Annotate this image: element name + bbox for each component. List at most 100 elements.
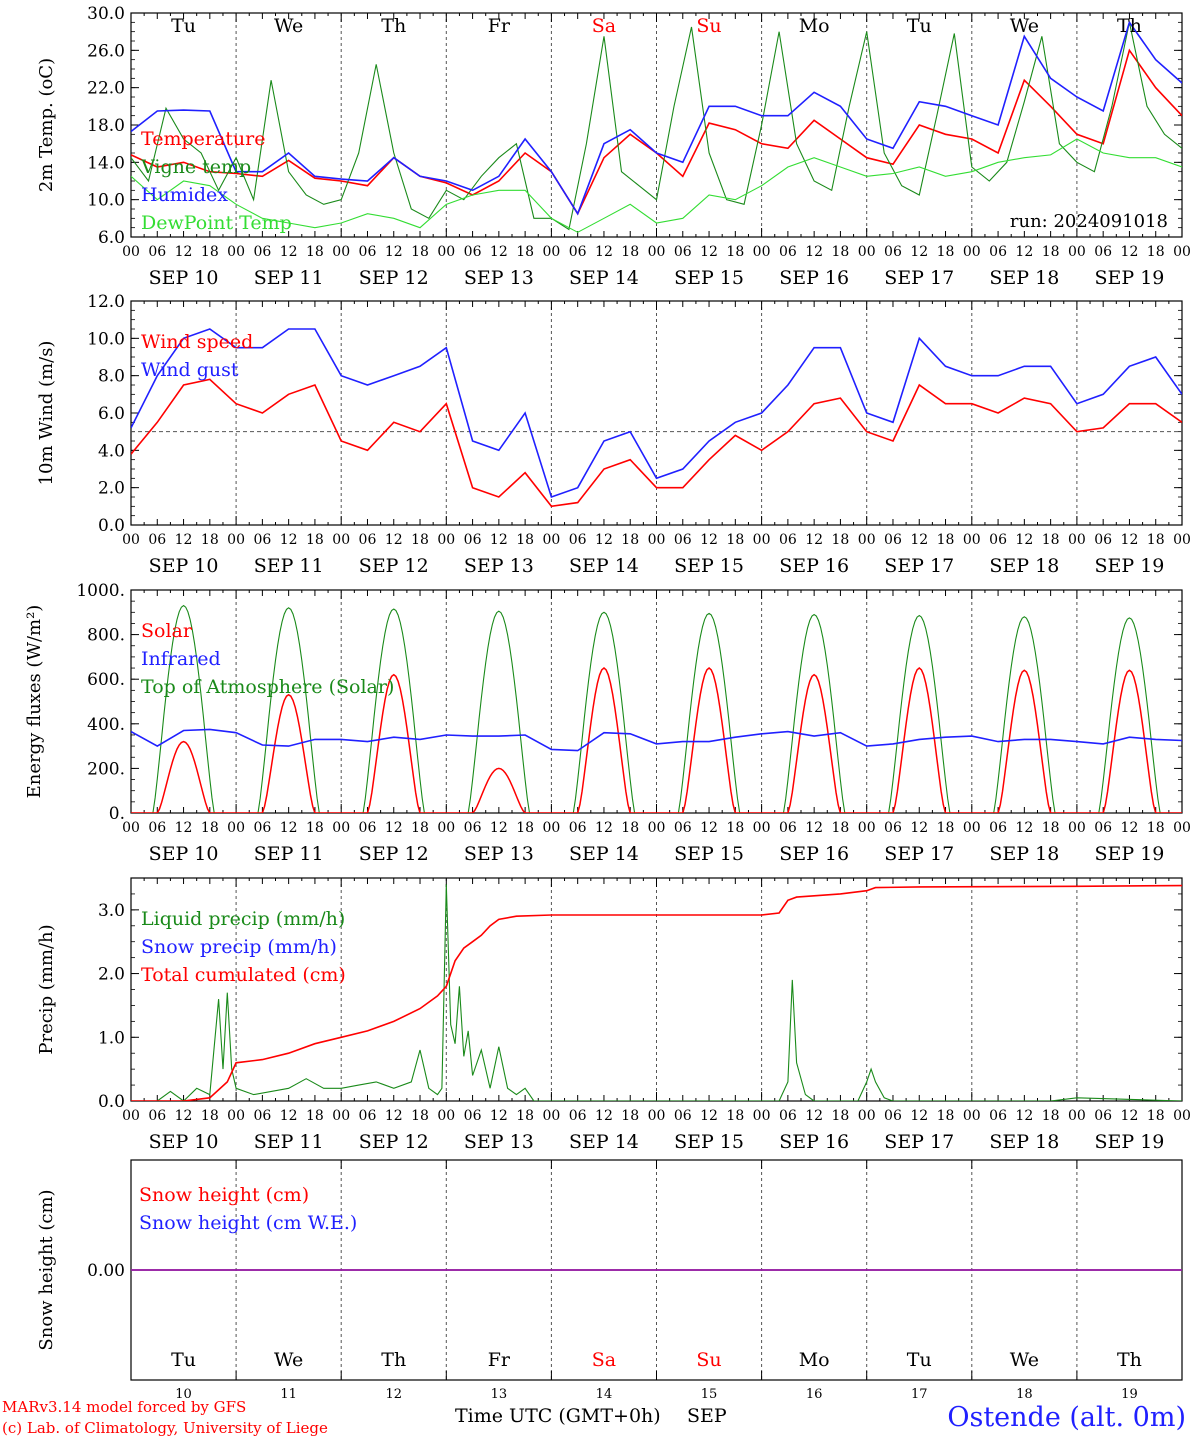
x-hour-label: 12 <box>1015 1108 1033 1124</box>
x-hour-label: 06 <box>884 532 902 548</box>
legend-entry: Humidex <box>141 184 228 206</box>
solar-line <box>761 673 867 813</box>
x-hour-label: 18 <box>726 244 744 260</box>
x-hour-label: 18 <box>1147 532 1165 548</box>
y-tick-label: 0.0 <box>98 1092 125 1112</box>
x-date-label: SEP 17 <box>884 1131 954 1153</box>
day-number: 13 <box>491 1387 508 1402</box>
x-hour-label: 00 <box>753 532 771 548</box>
series-line-red <box>131 884 1182 1101</box>
x-hour-label: 18 <box>516 1108 534 1124</box>
x-date-label: SEP 16 <box>779 555 849 577</box>
model-credit: MARv3.14 model forced by GFS <box>2 1398 247 1416</box>
x-hour-label: 18 <box>726 1108 744 1124</box>
x-hour-label: 18 <box>621 244 639 260</box>
panel-precip: 0.0 1.0 2.0 3.0 Precip (mm/h) 00 06 12 18 SEP 10 0… <box>36 877 1191 1153</box>
x-hour-label: 00 <box>858 1108 876 1124</box>
x-hour-label: 06 <box>148 244 166 260</box>
x-date-label: SEP 16 <box>779 267 849 289</box>
x-hour-label: 06 <box>779 1108 797 1124</box>
x-hour-label: 00 <box>332 244 350 260</box>
x-date-label: SEP 11 <box>254 267 324 289</box>
x-hour-label: 06 <box>674 532 692 548</box>
x-date-label: SEP 18 <box>989 1131 1059 1153</box>
day-name: Tu <box>171 15 196 37</box>
x-date-label: SEP 19 <box>1095 1131 1165 1153</box>
x-date-label: SEP 19 <box>1095 267 1165 289</box>
series-group <box>131 604 1182 813</box>
y-tick-label: 2.0 <box>98 965 125 985</box>
x-hour-label: 18 <box>306 244 324 260</box>
x-hour-label: 12 <box>805 244 823 260</box>
plot-frame <box>130 300 1183 526</box>
x-hour-label: 00 <box>437 820 455 836</box>
x-date-label: SEP 12 <box>359 555 429 577</box>
x-date-label: SEP 13 <box>464 843 534 865</box>
day-name: Sa <box>592 15 616 37</box>
x-hour-label: 06 <box>359 244 377 260</box>
x-hour-label: 18 <box>937 820 955 836</box>
x-hour-label: 06 <box>779 532 797 548</box>
x-hour-label: 00 <box>753 244 771 260</box>
series-group <box>131 884 1182 1101</box>
y-tick-label: 3.0 <box>98 901 125 921</box>
x-date-label: SEP 18 <box>989 843 1059 865</box>
x-hour-label: 00 <box>963 244 981 260</box>
x-date-label: SEP 15 <box>674 1131 744 1153</box>
x-hour-label: 18 <box>621 532 639 548</box>
x-hour-label: 12 <box>910 820 928 836</box>
x-hour-label: 12 <box>1121 820 1139 836</box>
x-date-label: SEP 11 <box>254 1131 324 1153</box>
x-date-label: SEP 17 <box>884 555 954 577</box>
x-hour-label: 18 <box>832 820 850 836</box>
x-hour-label: 18 <box>1147 1108 1165 1124</box>
day-name: Mo <box>799 1349 830 1371</box>
x-hour-label: 18 <box>1147 820 1165 836</box>
panel-temperature: 6.0 10.0 14.0 18.0 22.0 26.0 30.0 2m Temp. (oC)… <box>36 4 1191 289</box>
x-hour-label: 12 <box>175 820 193 836</box>
x-hour-label: 00 <box>858 244 876 260</box>
x-hour-label: 18 <box>832 244 850 260</box>
x-hour-label: 00 <box>1173 820 1191 836</box>
x-hour-label: 06 <box>884 820 902 836</box>
x-hour-label: 00 <box>122 244 140 260</box>
x-hour-label: 06 <box>148 532 166 548</box>
x-hour-label: 06 <box>359 1108 377 1124</box>
series-line-lightgreen <box>131 138 1182 233</box>
x-hour-label: 12 <box>280 532 298 548</box>
x-hour-label: 12 <box>700 820 718 836</box>
toa-solar-line <box>341 608 447 813</box>
x-date-label: SEP 11 <box>254 843 324 865</box>
x-hour-label: 06 <box>253 1108 271 1124</box>
y-tick-label: 2.0 <box>98 479 125 499</box>
legend-entry: Snow height (cm) <box>139 1184 309 1206</box>
legend-entry: Snow precip (mm/h) <box>141 936 337 958</box>
x-hour-label: 00 <box>1068 1108 1086 1124</box>
x-hour-label: 06 <box>569 244 587 260</box>
day-number: 14 <box>596 1387 613 1402</box>
x-hour-label: 12 <box>280 1108 298 1124</box>
day-number: 11 <box>280 1387 297 1402</box>
x-hour-label: 12 <box>280 244 298 260</box>
x-hour-label: 06 <box>989 532 1007 548</box>
day-name: Tu <box>907 15 932 37</box>
y-tick-label: 8.0 <box>98 367 125 387</box>
x-hour-label: 18 <box>621 1108 639 1124</box>
x-hour-label: 00 <box>963 532 981 548</box>
toa-solar-line <box>656 612 762 813</box>
x-hour-label: 06 <box>1094 244 1112 260</box>
y-tick-label: 26.0 <box>87 41 125 61</box>
x-hour-label: 12 <box>385 244 403 260</box>
x-hour-label: 06 <box>253 244 271 260</box>
x-hour-label: 00 <box>437 244 455 260</box>
x-hour-label: 00 <box>753 820 771 836</box>
x-date-label: SEP 19 <box>1095 555 1165 577</box>
x-date-label: SEP 10 <box>149 555 219 577</box>
y-tick-label: 1000. <box>76 581 125 601</box>
panel-snow: 0.00 Snow height (cm) Snow height (cm) Snow… <box>36 1159 1183 1402</box>
toa-solar-line <box>551 611 657 813</box>
day-name: We <box>1010 1349 1039 1371</box>
x-date-label: SEP 14 <box>569 843 639 865</box>
x-hour-label: 00 <box>122 820 140 836</box>
legend-entry: Total cumulated (cm) <box>141 964 346 986</box>
